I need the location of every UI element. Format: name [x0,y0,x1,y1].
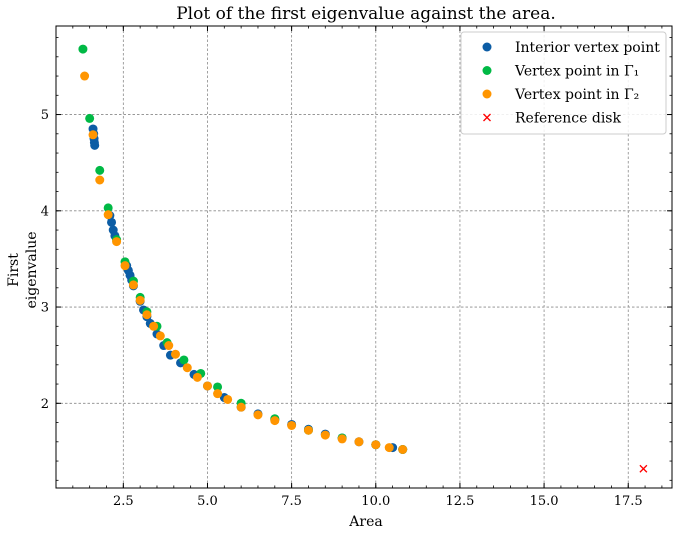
legend-label: Vertex point in Γ₁ [514,64,639,80]
legend-label: Interior vertex point [515,40,660,56]
data-point [103,203,113,213]
data-point [303,425,313,435]
data-points [78,44,648,473]
data-point [155,331,165,341]
data-point [128,280,138,290]
data-point [95,165,105,175]
y-tick-label: 3 [41,301,49,316]
y-axis-title-line-2: eigenvalue [24,231,40,308]
data-point [354,437,364,447]
y-tick-label: 2 [41,397,49,412]
data-point [90,140,100,150]
data-point [236,402,246,412]
data-point [80,71,90,81]
data-point [639,464,648,473]
data-point [270,416,280,426]
data-point [112,237,122,247]
data-point [384,443,394,453]
x-tick-label: 15.0 [530,494,559,509]
marker-stroke-b [483,113,491,122]
data-point [103,210,113,220]
data-point [142,310,152,320]
legend-marker [482,89,492,99]
data-point [337,434,347,444]
data-point [120,261,130,271]
marker-stroke-b [639,464,648,473]
legend-box [460,31,667,135]
x-tick-label: 7.5 [281,494,302,509]
data-point [223,394,233,404]
x-tick-label: 2.5 [113,494,134,509]
data-point [202,381,212,391]
series-vertex-point-in [80,71,408,454]
x-axis-title: Area [348,514,382,530]
legend: Interior vertex point Vertex point in Γ₁ V… [460,31,667,135]
series-reference-disk [639,464,648,473]
data-point [135,295,145,305]
legend-label: Vertex point in Γ₂ [514,87,639,103]
data-point [398,445,408,454]
chart-title: Plot of the first eigenvalue against the… [176,4,556,24]
data-point [192,372,202,382]
legend-marker [482,66,492,75]
y-tick-label: 5 [41,108,49,123]
x-tick-label: 17.5 [614,494,643,509]
data-point [253,410,263,420]
y-tick-label: 4 [41,204,49,219]
data-point [179,355,189,365]
data-point [371,440,381,450]
data-point [78,44,88,54]
data-point [164,341,174,351]
legend-label: Reference disk [515,111,621,127]
legend-marker [483,113,491,122]
x-tick-label: 5.0 [197,494,218,509]
data-point [149,321,159,331]
data-point [287,420,297,430]
x-tick-label: 10.0 [361,494,390,509]
data-point [95,175,105,185]
data-point [88,130,98,140]
data-point [182,363,192,373]
data-point [213,389,223,399]
data-point [213,382,223,392]
x-tick-label: 12.5 [445,494,474,509]
axis-ticks: 2.5 5.0 7.5 10.0 12.5 15.0 17.5 2 3 4 5 [41,26,672,509]
data-point [320,430,330,440]
data-point [107,217,117,227]
data-point [85,113,95,123]
y-axis-title: First eigenvalue [6,231,40,308]
y-axis-title-line-1: First [6,253,22,287]
plot-frame [55,25,673,489]
legend-marker [482,42,492,52]
data-point [170,349,180,359]
